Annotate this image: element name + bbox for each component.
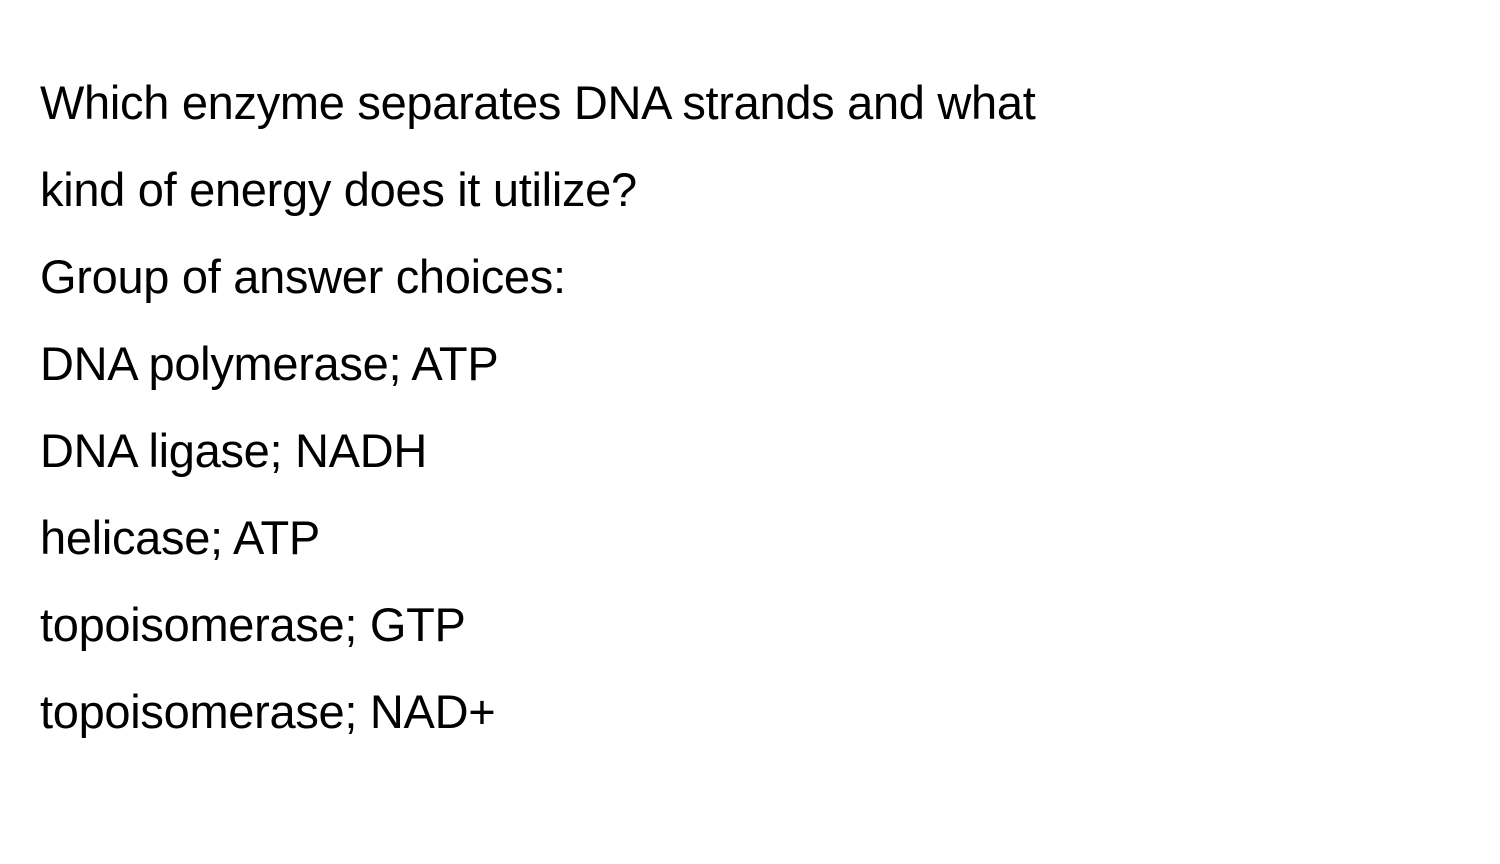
- answer-choice: helicase; ATP: [40, 495, 1460, 582]
- answer-choice: DNA polymerase; ATP: [40, 321, 1460, 408]
- answer-choice: topoisomerase; GTP: [40, 582, 1460, 669]
- question-text-line-1: Which enzyme separates DNA strands and w…: [40, 60, 1460, 147]
- question-container: Which enzyme separates DNA strands and w…: [40, 60, 1460, 756]
- answer-choice: DNA ligase; NADH: [40, 408, 1460, 495]
- answer-choice: topoisomerase; NAD+: [40, 669, 1460, 756]
- answer-choices-prompt: Group of answer choices:: [40, 234, 1460, 321]
- question-text-line-2: kind of energy does it utilize?: [40, 147, 1460, 234]
